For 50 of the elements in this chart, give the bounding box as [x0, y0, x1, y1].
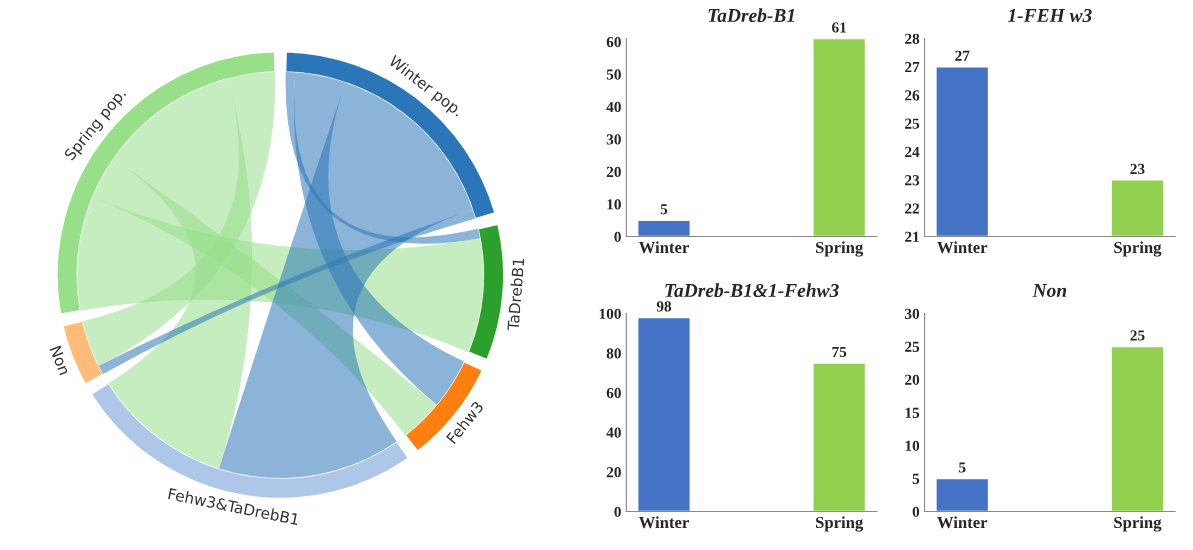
x-tick-label: Winter	[638, 241, 689, 254]
x-tick-label: Spring	[1114, 241, 1162, 257]
y-tick-label: 0	[614, 231, 621, 242]
category-label: Non	[49, 345, 71, 376]
chart-title: 1-FEH w3	[1007, 8, 1092, 23]
y-tick-label: 20	[606, 467, 621, 478]
y-tick-label: 27	[905, 61, 920, 73]
chart-title: TaDreb-B1&1-Fehw3	[665, 283, 839, 298]
data-label: 5	[959, 462, 966, 473]
y-tick-label: 10	[607, 199, 621, 210]
x-tick-label: Winter	[638, 516, 689, 529]
y-tick-label: 25	[905, 341, 920, 352]
chart-title: TaDreb-B1	[708, 8, 795, 23]
chart-title: Non	[1032, 284, 1067, 298]
y-tick-label: 40	[606, 101, 621, 113]
y-tick-label: 15	[905, 407, 920, 418]
y-tick-label: 60	[606, 387, 621, 399]
data-label: 5	[660, 204, 668, 215]
y-tick-label: 80	[606, 348, 621, 359]
data-label: 23	[1130, 163, 1145, 175]
y-tick-label: 25	[905, 118, 920, 129]
y-tick-label: 20	[905, 374, 920, 385]
category-label: TaDrebB1	[506, 258, 525, 331]
data-label: 61	[832, 22, 847, 33]
y-tick-label: 28	[905, 33, 920, 44]
y-tick-label: 30	[606, 134, 621, 145]
y-tick-label: 22	[905, 203, 920, 214]
y-tick-label: 26	[905, 90, 920, 101]
y-tick-label: 60	[606, 36, 621, 48]
data-label: 25	[1130, 330, 1145, 341]
y-tick-label: 5	[912, 473, 920, 484]
y-tick-label: 0	[614, 506, 621, 517]
x-tick-label: Spring	[1114, 516, 1162, 532]
data-label: 75	[832, 346, 847, 358]
x-tick-label: Winter	[937, 241, 988, 254]
y-tick-label: 40	[606, 427, 621, 438]
y-tick-label: 50	[606, 69, 621, 80]
x-tick-label: Spring	[815, 516, 864, 532]
y-tick-label: 30	[905, 308, 920, 319]
y-tick-label: 23	[905, 175, 920, 186]
y-tick-label: 24	[905, 146, 920, 157]
y-tick-label: 21	[905, 231, 919, 242]
x-tick-label: Spring	[815, 241, 864, 257]
y-tick-label: 10	[905, 440, 920, 451]
data-label: 98	[656, 301, 672, 312]
y-tick-label: 0	[912, 506, 920, 517]
y-tick-label: 100	[599, 308, 621, 319]
data-label: 27	[955, 50, 970, 61]
y-tick-label: 20	[606, 166, 621, 178]
x-tick-label: Winter	[937, 516, 988, 529]
